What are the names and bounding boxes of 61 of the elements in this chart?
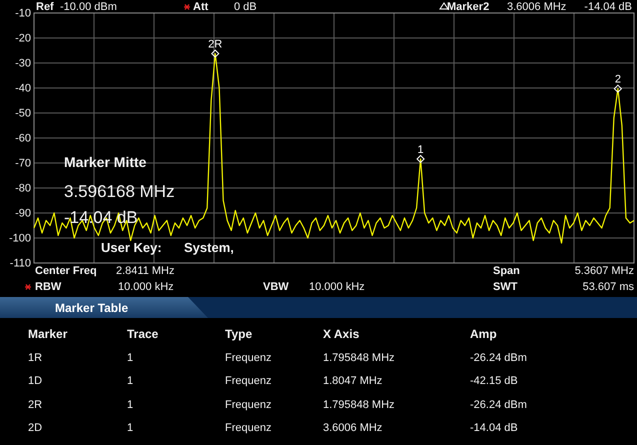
text: -26.24 dBm	[470, 399, 527, 411]
text: Frequenz	[225, 422, 272, 434]
annotation: User Key:	[101, 240, 162, 255]
annotation: Att	[193, 1, 209, 13]
text: 5.3607 MHz	[574, 265, 634, 277]
y-tick-label: -10	[15, 8, 31, 20]
text: Center Freq	[35, 265, 97, 277]
text: 2.8411 MHz	[116, 265, 174, 277]
text: 10.000 kHz	[309, 281, 365, 293]
text: 1	[127, 375, 134, 387]
text: Frequenz	[225, 399, 272, 411]
text: Marker Table	[55, 301, 128, 315]
text: Frequenz	[225, 352, 272, 364]
text: Frequenz	[225, 375, 272, 387]
annotation: Marker2	[447, 1, 490, 13]
text: 1D	[28, 375, 42, 387]
y-tick-label: -30	[15, 58, 31, 70]
text: -42.15 dB	[470, 375, 518, 387]
text: RBW	[35, 281, 62, 293]
text: Trace	[127, 327, 159, 341]
text: Amp	[470, 327, 497, 341]
text: 1R	[28, 352, 42, 364]
text: 1	[127, 352, 134, 364]
annotation: Ref	[36, 1, 54, 13]
text: 2R	[28, 399, 42, 411]
annotation: System,	[184, 240, 234, 255]
annotation: 1	[418, 144, 424, 156]
text: 1.795848 MHz	[323, 352, 395, 364]
text: 10.000 kHz	[118, 281, 174, 293]
text: Marker	[28, 327, 68, 341]
annotation: -10.00 dBm	[60, 1, 117, 13]
annotation: 2R	[208, 38, 222, 51]
y-tick-label: -60	[15, 132, 31, 145]
annotation: -14.04 dB	[584, 1, 632, 13]
annotation: Marker Mitte	[64, 154, 147, 170]
text: -14.04 dB	[470, 422, 518, 434]
text: 1.795848 MHz	[323, 399, 395, 411]
text: Type	[225, 327, 252, 341]
text: Span	[493, 265, 520, 277]
text: VBW	[263, 281, 290, 293]
text: X Axis	[323, 327, 360, 341]
y-tick-label: -40	[15, 82, 31, 95]
annotation: 3.596168 MHz	[64, 182, 175, 201]
text: -26.24 dBm	[470, 352, 527, 364]
y-tick-label: -80	[15, 182, 31, 195]
text: 53.607 ms	[582, 281, 634, 293]
y-tick-label: -70	[15, 158, 31, 170]
annotation: 3.6006 MHz	[507, 1, 566, 13]
annotation: 0 dB	[234, 1, 257, 13]
y-tick-label: -100	[8, 232, 31, 245]
text: 1	[127, 399, 134, 411]
y-tick-label: -90	[15, 208, 31, 220]
y-tick-label: -50	[15, 108, 31, 120]
y-tick-label: -110	[10, 258, 31, 270]
text: 2D	[28, 422, 42, 434]
y-tick-label: -20	[15, 32, 31, 45]
text: 1	[127, 422, 134, 434]
text: SWT	[493, 281, 518, 293]
text: 3.6006 MHz	[323, 422, 382, 434]
text: 1.8047 MHz	[323, 375, 382, 387]
annotation: 2	[614, 74, 621, 86]
